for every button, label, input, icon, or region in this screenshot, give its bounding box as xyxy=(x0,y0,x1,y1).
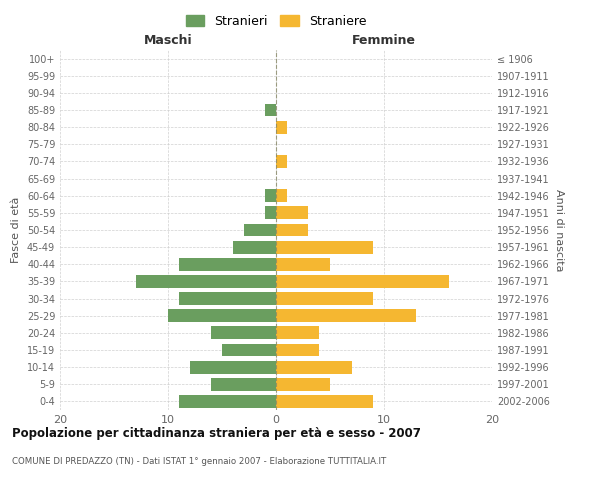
Bar xyxy=(265,190,276,202)
Bar xyxy=(276,275,449,288)
Bar xyxy=(136,275,276,288)
Bar xyxy=(211,378,276,390)
Bar xyxy=(276,378,330,390)
Text: COMUNE DI PREDAZZO (TN) - Dati ISTAT 1° gennaio 2007 - Elaborazione TUTTITALIA.I: COMUNE DI PREDAZZO (TN) - Dati ISTAT 1° … xyxy=(12,458,386,466)
Bar xyxy=(211,326,276,340)
Bar xyxy=(179,292,276,305)
Bar xyxy=(276,360,352,374)
Y-axis label: Fasce di età: Fasce di età xyxy=(11,197,21,263)
Bar xyxy=(276,344,319,356)
Bar xyxy=(190,360,276,374)
Bar xyxy=(276,206,308,220)
Bar xyxy=(276,190,287,202)
Bar xyxy=(276,326,319,340)
Bar xyxy=(233,240,276,254)
Bar xyxy=(265,104,276,117)
Legend: Stranieri, Straniere: Stranieri, Straniere xyxy=(182,11,370,32)
Bar xyxy=(244,224,276,236)
Bar xyxy=(179,258,276,270)
Bar xyxy=(276,224,308,236)
Bar xyxy=(276,240,373,254)
Bar xyxy=(179,395,276,408)
Bar xyxy=(276,292,373,305)
Y-axis label: Anni di nascita: Anni di nascita xyxy=(554,188,563,271)
Text: Femmine: Femmine xyxy=(352,34,416,46)
Bar xyxy=(276,155,287,168)
Text: Maschi: Maschi xyxy=(143,34,193,46)
Bar xyxy=(276,395,373,408)
Text: Popolazione per cittadinanza straniera per età e sesso - 2007: Popolazione per cittadinanza straniera p… xyxy=(12,428,421,440)
Bar xyxy=(276,258,330,270)
Bar xyxy=(276,310,416,322)
Bar xyxy=(276,120,287,134)
Bar xyxy=(265,206,276,220)
Bar xyxy=(168,310,276,322)
Bar xyxy=(222,344,276,356)
